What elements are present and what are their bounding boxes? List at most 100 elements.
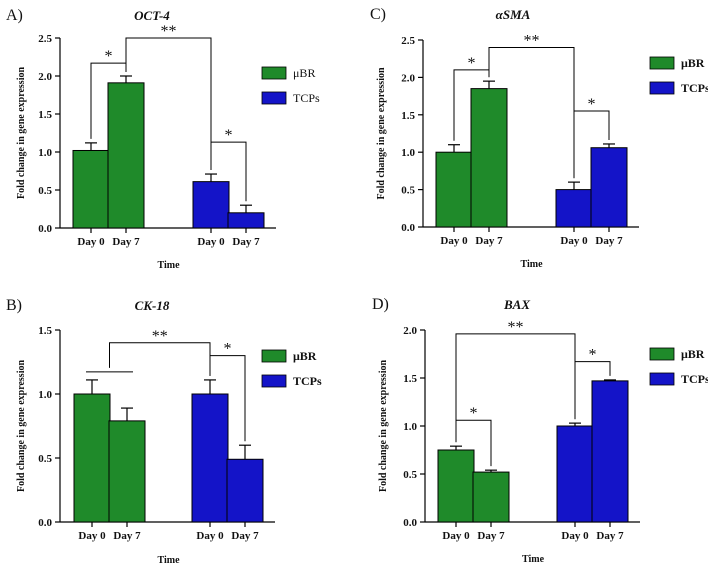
bar: [226, 458, 264, 523]
significance-marker: **: [524, 32, 540, 49]
significance-bracket: [488, 46, 575, 179]
legend-swatch: [649, 347, 675, 361]
significance-marker: **: [152, 328, 168, 345]
x-tick-label: Day 0: [560, 235, 588, 247]
y-tick-label: 2.0: [38, 71, 52, 83]
x-tick-label: Day 0: [196, 530, 224, 542]
legend-label: μBR: [293, 349, 317, 363]
y-tick-label: 0.5: [401, 185, 415, 197]
chart-title: αSMA: [496, 7, 531, 22]
chart-panel-1: A) OCT-4 Fold change in gene expression 0.0…: [6, 7, 320, 271]
legend-swatch: [649, 56, 675, 70]
x-tick-label: Day 7: [475, 235, 503, 247]
significance-marker: *: [105, 48, 113, 65]
y-tick-label: 0.5: [38, 185, 52, 197]
y-tick-label: 1.0: [401, 147, 415, 159]
legend-label: TCPs: [293, 374, 322, 388]
significance-bracket: [109, 342, 211, 376]
legend-swatch: [261, 374, 287, 388]
chart-panel-3: B) CK-18 Fold change in gene expression 0.0…: [6, 297, 322, 566]
significance-marker: **: [508, 319, 524, 336]
significance-marker: *: [225, 127, 233, 144]
x-axis-label: Time: [522, 554, 545, 565]
significance-marker: **: [161, 23, 177, 40]
significance-marker: *: [589, 347, 597, 364]
bar: [590, 147, 628, 228]
y-axis-label: Fold change in gene expression: [16, 360, 27, 492]
significance-marker: *: [224, 341, 232, 358]
bar: [591, 380, 629, 523]
x-tick-label: Day 7: [113, 530, 141, 542]
x-tick-label: Day 0: [561, 530, 589, 542]
significance-marker: *: [468, 55, 476, 72]
x-tick-label: Day 7: [477, 530, 505, 542]
bar: [108, 420, 146, 523]
bar: [192, 181, 230, 229]
bar: [107, 82, 145, 229]
y-tick-label: 1.5: [401, 110, 415, 122]
legend-label: μBR: [681, 56, 705, 70]
x-tick-label: Day 7: [231, 530, 259, 542]
chart-title: BAX: [503, 297, 530, 312]
y-tick-label: 0.0: [403, 517, 417, 529]
y-axis-label: Fold change in gene expression: [378, 360, 389, 492]
chart-title: CK-18: [135, 298, 170, 313]
legend-label: μBR: [293, 66, 315, 80]
legend-label: μBR: [681, 347, 705, 361]
legend-label: TCPs: [293, 91, 320, 105]
bar: [556, 425, 594, 523]
bar: [191, 393, 229, 523]
y-tick-label: 2.0: [401, 72, 415, 84]
y-tick-label: 1.5: [38, 109, 52, 121]
bar: [72, 149, 110, 229]
y-tick-label: 2.0: [403, 325, 417, 337]
legend-swatch: [261, 349, 287, 363]
panel-label: C): [370, 6, 386, 23]
y-axis-label: Fold change in gene expression: [16, 67, 27, 199]
significance-bracket: [455, 333, 576, 443]
significance-marker: *: [588, 96, 596, 113]
y-tick-label: 0.0: [401, 222, 415, 234]
panel-label: B): [6, 297, 22, 314]
x-tick-label: Day 7: [595, 235, 623, 247]
chart-panel-4: D) BAX Fold change in gene expression 0.0 0.…: [372, 296, 708, 565]
y-tick-label: 1.5: [38, 325, 52, 337]
bar: [555, 189, 593, 228]
x-tick-label: Day 0: [77, 236, 105, 248]
x-tick-label: Day 7: [112, 236, 140, 248]
y-axis-label: Fold change in gene expression: [376, 67, 387, 199]
panel-label: A): [6, 7, 23, 24]
legend-label: TCPs: [681, 81, 708, 95]
bar: [227, 212, 265, 229]
legend-swatch: [649, 81, 675, 95]
y-tick-label: 0.0: [38, 223, 52, 235]
y-tick-label: 2.5: [401, 35, 415, 47]
significance-bracket: [125, 37, 212, 171]
x-tick-label: Day 0: [197, 236, 225, 248]
y-tick-label: 2.5: [38, 33, 52, 45]
bar: [435, 151, 473, 228]
significance-marker: *: [470, 405, 478, 422]
bar: [470, 88, 508, 228]
y-tick-label: 1.0: [38, 147, 52, 159]
bar: [472, 471, 510, 523]
legend-swatch: [649, 372, 675, 386]
y-tick-label: 1.5: [403, 373, 417, 385]
x-tick-label: Day 0: [78, 530, 106, 542]
bar: [437, 449, 475, 523]
y-tick-label: 1.0: [403, 421, 417, 433]
legend-swatch: [261, 91, 287, 105]
chart-title: OCT-4: [134, 8, 170, 23]
x-axis-label: Time: [520, 259, 543, 270]
x-axis-label: Time: [157, 260, 180, 271]
y-tick-label: 0.5: [38, 453, 52, 465]
legend-swatch: [261, 66, 287, 80]
y-tick-label: 1.0: [38, 389, 52, 401]
x-tick-label: Day 7: [232, 236, 260, 248]
y-tick-label: 0.0: [38, 517, 52, 529]
legend-label: TCPs: [681, 372, 708, 386]
y-tick-label: 0.5: [403, 469, 417, 481]
x-tick-label: Day 7: [596, 530, 624, 542]
